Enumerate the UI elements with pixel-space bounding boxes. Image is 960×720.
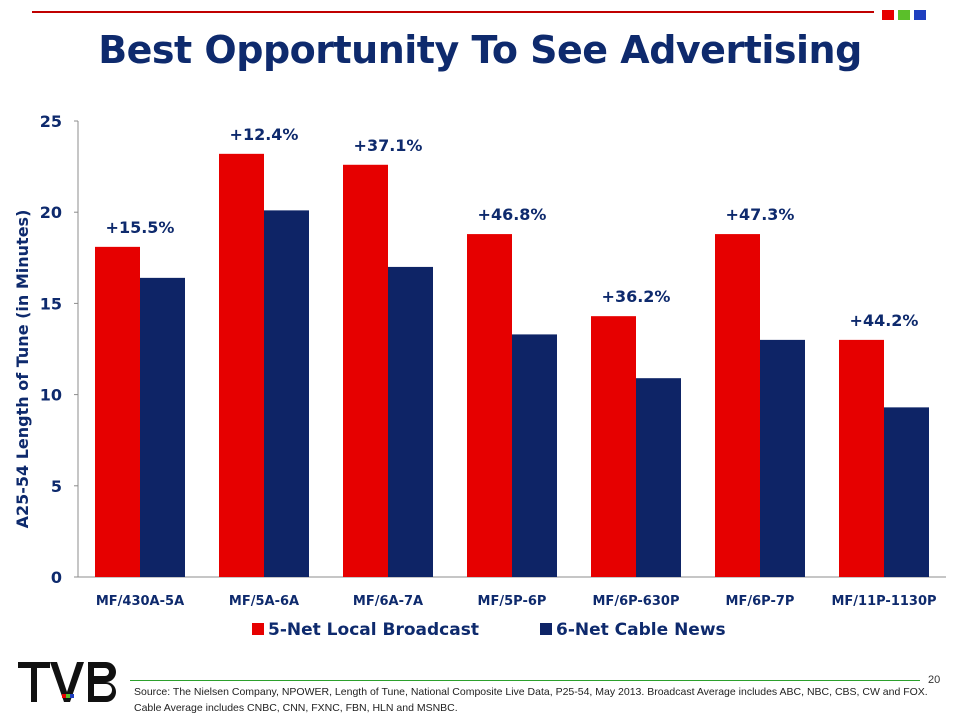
- x-tick-label: MF/6A-7A: [353, 594, 423, 609]
- accent-square-green: [898, 10, 910, 20]
- bar-cable: [264, 210, 309, 577]
- tvb-logo: [18, 658, 124, 710]
- y-tick-label: 25: [40, 112, 62, 131]
- bar-broadcast: [467, 234, 512, 577]
- top-rule: [32, 11, 874, 13]
- percent-annotation: +46.8%: [478, 205, 547, 224]
- page-title: Best Opportunity To See Advertising: [98, 28, 862, 72]
- bar-broadcast: [591, 316, 636, 577]
- y-tick-label: 5: [51, 477, 62, 496]
- source-note: Source: The Nielsen Company, NPOWER, Len…: [134, 686, 928, 714]
- footer-rule: [130, 680, 920, 681]
- bar-chart: 0 5 10 15 20 25 A25-54 Length of Tune (in Minu…: [13, 112, 946, 640]
- accent-square-blue: [914, 10, 926, 20]
- bar-cable: [760, 339, 805, 577]
- legend-swatch: [540, 623, 552, 635]
- bar-broadcast: [839, 339, 884, 577]
- bar-cable: [388, 266, 433, 577]
- percent-annotation: +37.1%: [354, 136, 423, 155]
- bar-broadcast: [715, 234, 760, 577]
- bar-broadcast: [343, 164, 388, 577]
- x-tick-label: MF/6P-630P: [593, 594, 680, 609]
- x-tick-label: MF/430A-5A: [96, 594, 184, 609]
- percent-annotation: +47.3%: [726, 205, 795, 224]
- percent-annotation: +36.2%: [602, 287, 671, 306]
- x-tick-label: MF/6P-7P: [726, 594, 795, 609]
- y-axis-title: A25-54 Length of Tune (in Minutes): [13, 210, 32, 529]
- y-tick-label: 10: [40, 386, 62, 405]
- bar-cable: [140, 277, 185, 577]
- legend-swatch: [252, 623, 264, 635]
- x-tick-label: MF/5A-6A: [229, 594, 299, 609]
- legend-label: 5-Net Local Broadcast: [268, 620, 479, 640]
- bar-cable: [636, 378, 681, 577]
- x-tick-label: MF/5P-6P: [478, 594, 547, 609]
- percent-annotation: +12.4%: [230, 125, 299, 144]
- bar-broadcast: [219, 153, 264, 577]
- bar-broadcast: [95, 246, 140, 577]
- legend-label: 6-Net Cable News: [556, 620, 726, 640]
- bar-cable: [884, 407, 929, 577]
- accent-square-red: [882, 10, 894, 20]
- y-tick-label: 20: [40, 203, 62, 222]
- page-number: 20: [928, 674, 941, 686]
- y-tick-label: 0: [51, 568, 62, 587]
- tvb-logo-mark: [18, 662, 116, 702]
- bar-cable: [512, 334, 557, 577]
- x-tick-label: MF/11P-1130P: [831, 594, 936, 609]
- percent-annotation: +44.2%: [850, 311, 919, 330]
- percent-annotation: +15.5%: [106, 218, 175, 237]
- y-tick-label: 15: [40, 294, 62, 313]
